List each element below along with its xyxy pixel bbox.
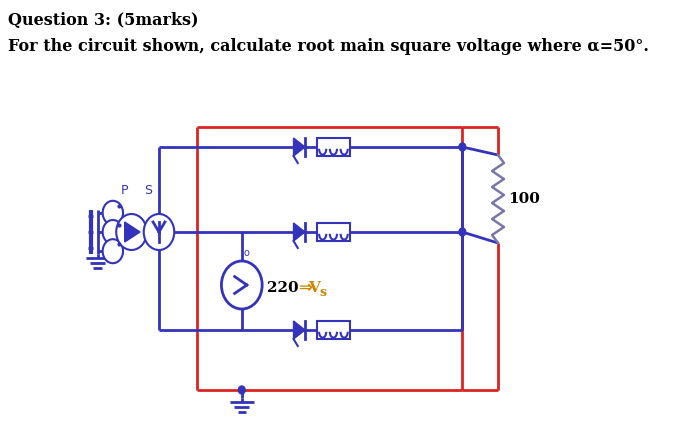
Text: 220: 220 <box>267 281 299 295</box>
Text: S: S <box>144 184 153 196</box>
Polygon shape <box>293 138 305 156</box>
Bar <box>317 223 349 241</box>
Text: ⇒: ⇒ <box>298 279 312 297</box>
Polygon shape <box>125 222 140 242</box>
Circle shape <box>103 220 123 244</box>
Bar <box>317 321 349 339</box>
Circle shape <box>459 228 466 236</box>
Text: V: V <box>308 281 320 295</box>
Text: Question 3: (5marks): Question 3: (5marks) <box>8 12 199 29</box>
Polygon shape <box>293 223 305 241</box>
Circle shape <box>116 214 147 250</box>
Text: s: s <box>320 285 327 298</box>
Circle shape <box>221 261 262 309</box>
Text: 100: 100 <box>508 192 540 206</box>
Text: P: P <box>121 184 129 196</box>
Text: For the circuit shown, calculate root main square voltage where α=50°.: For the circuit shown, calculate root ma… <box>8 38 650 55</box>
Circle shape <box>239 386 245 394</box>
Circle shape <box>144 214 174 250</box>
Circle shape <box>459 143 466 151</box>
Bar <box>317 138 349 156</box>
Circle shape <box>103 201 123 225</box>
Circle shape <box>103 239 123 263</box>
Polygon shape <box>293 321 305 339</box>
Text: o: o <box>243 248 249 258</box>
